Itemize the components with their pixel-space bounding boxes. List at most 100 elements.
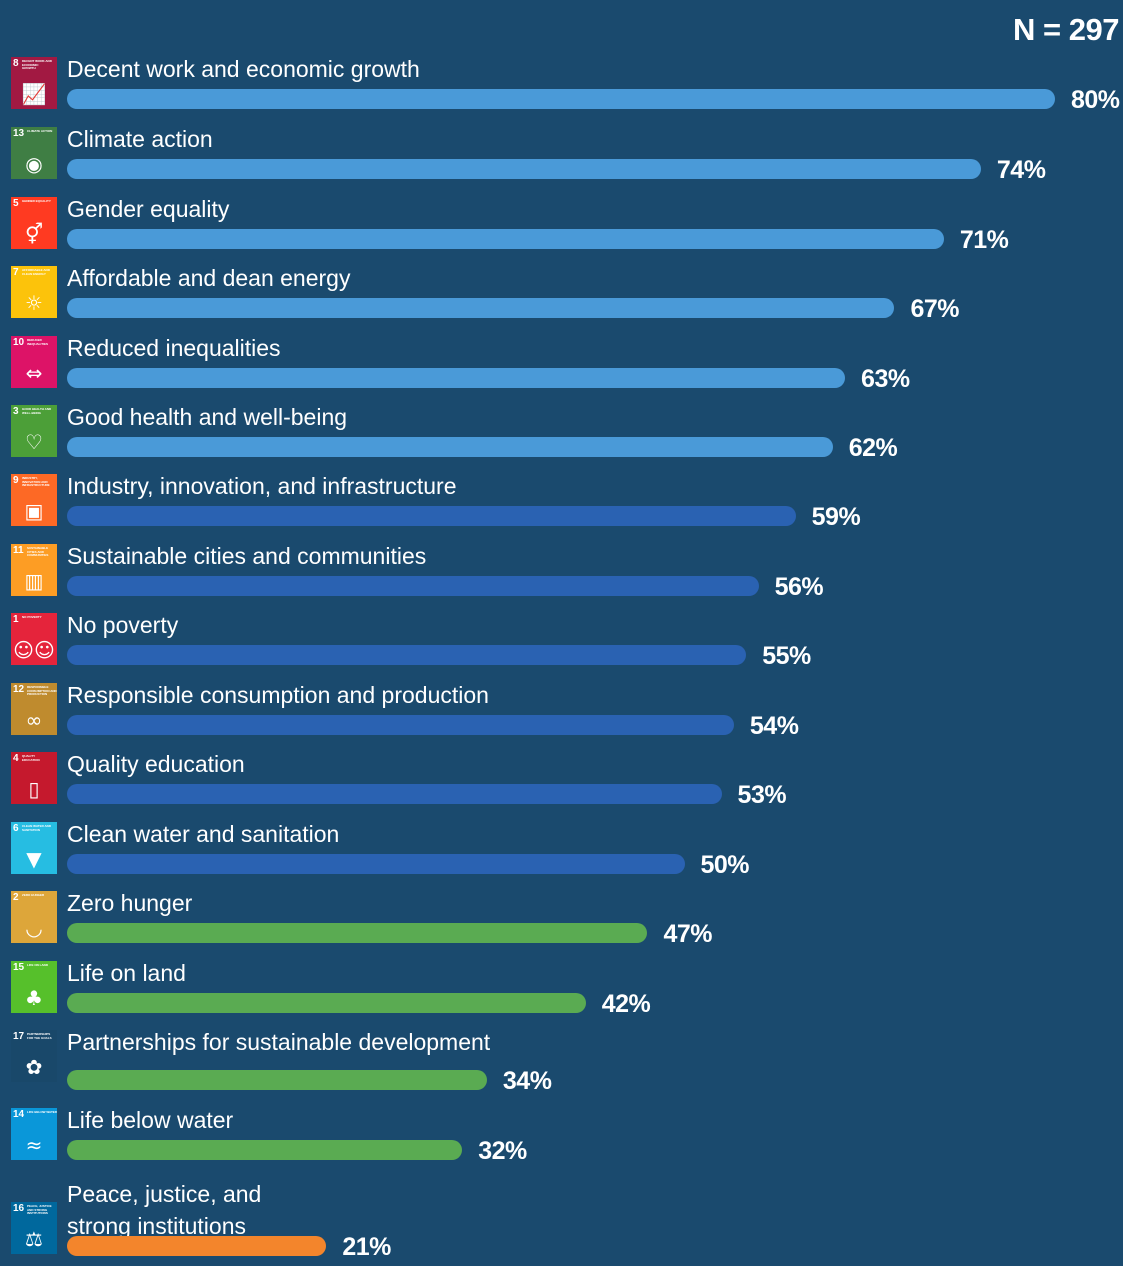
category-label: Climate action: [67, 126, 213, 152]
rings-icon-glyph: ✿: [25, 1055, 43, 1079]
book-pencil-icon: 4 QUALITY EDUCATION ▯: [11, 752, 57, 804]
category-label: Responsible consumption and production: [67, 682, 489, 708]
value-label: 42%: [601, 990, 651, 1018]
bar: [67, 298, 895, 318]
sdg-number: 15: [13, 962, 25, 973]
bar: [67, 229, 944, 249]
value-label: 56%: [774, 573, 824, 601]
cubes-icon-glyph: ▣: [24, 499, 44, 523]
value-label: 47%: [663, 920, 712, 948]
buildings-icon: 11 SUSTAINABLE CITIES AND COMMUNITIES ▥: [11, 544, 57, 596]
value-label: 53%: [737, 781, 787, 809]
sample-size-label: N = 297: [1013, 12, 1119, 47]
sdg-goal-name: LIFE ON LAND: [27, 963, 48, 967]
sdg-number: 2: [13, 892, 19, 903]
water-glass-icon-glyph: ▼: [26, 847, 42, 871]
value-label: 71%: [959, 226, 1009, 254]
infinity-icon: 12 RESPONSIBLE CONSUMPTION AND PRODUCTION…: [11, 683, 57, 735]
value-label: 21%: [342, 1233, 391, 1261]
value-label: 32%: [478, 1137, 527, 1165]
sdg-number: 6: [13, 823, 19, 834]
bar: [67, 89, 1055, 109]
bar: [67, 368, 846, 388]
bar: [67, 993, 586, 1013]
infinity-icon-glyph: ∞: [25, 708, 43, 732]
category-label: Gender equality: [67, 196, 230, 222]
value-label: 74%: [996, 156, 1046, 184]
sdg-goal-name: AFFORDABLE AND CLEAN ENERGY: [22, 268, 50, 276]
bar: [67, 437, 833, 457]
value-label: 34%: [502, 1067, 552, 1095]
sdg-goal-name: LIFE BELOW WATER: [27, 1110, 57, 1114]
value-label: 67%: [910, 295, 959, 323]
bar: [67, 1236, 327, 1256]
category-label: Sustainable cities and communities: [67, 543, 427, 569]
sdg-number: 12: [13, 684, 25, 695]
sdg-goal-name: CLEAN WATER AND SANITATION: [22, 824, 51, 832]
sdg-number: 8: [13, 58, 19, 69]
sdg-goal-name: REDUCED INEQUALITIES: [27, 338, 49, 346]
sdg-number: 11: [13, 545, 24, 556]
sdg-number: 4: [13, 753, 19, 764]
value-label: 62%: [848, 434, 898, 462]
fish-waves-icon: 14 LIFE BELOW WATER ≈: [11, 1108, 57, 1160]
value-label: 80%: [1071, 86, 1120, 114]
bar: [67, 1140, 463, 1160]
eye-globe-icon-glyph: ◉: [25, 152, 43, 176]
sdg-number: 13: [13, 128, 25, 139]
value-label: 63%: [861, 365, 910, 393]
bar: [67, 923, 648, 943]
value-label: 55%: [762, 642, 811, 670]
cubes-icon: 9 INDUSTRY, INNOVATION AND INFRASTRUCTURE…: [11, 474, 57, 526]
gender-icon: 5 GENDER EQUALITY ⚥: [11, 197, 57, 249]
water-glass-icon: 6 CLEAN WATER AND SANITATION ▼: [11, 822, 57, 874]
bowl-icon: 2 ZERO HUNGER ◡: [11, 891, 57, 943]
bar: [67, 1070, 487, 1090]
bar: [67, 506, 796, 526]
equality-arrows-icon: 10 REDUCED INEQUALITIES ⇔: [11, 336, 57, 388]
value-label: 59%: [811, 503, 861, 531]
category-label: Industry, innovation, and infrastructure: [67, 473, 457, 499]
bar: [67, 576, 759, 596]
category-label: Good health and well-being: [67, 404, 348, 430]
value-label: 50%: [700, 851, 750, 879]
sdg-goal-name: NO POVERTY: [22, 615, 42, 619]
sdg-number: 7: [13, 267, 19, 278]
sun-power-icon-glyph: ☼: [25, 291, 43, 315]
sdg-goal-name: CLIMATE ACTION: [27, 129, 53, 133]
sdg-goal-name: GENDER EQUALITY: [22, 199, 51, 203]
sdg-number: 1: [13, 614, 19, 625]
sdg-goal-name: SUSTAINABLE CITIES AND COMMUNITIES: [27, 546, 49, 557]
category-label: Reduced inequalities: [67, 335, 281, 361]
bar: [67, 159, 981, 179]
category-label: Zero hunger: [67, 890, 193, 916]
category-label: Life on land: [67, 960, 186, 986]
rings-icon: 17 PARTNERSHIPS FOR THE GOALS ✿: [11, 1030, 57, 1082]
buildings-icon-glyph: ▥: [24, 569, 44, 593]
sdg-number: 3: [13, 406, 19, 417]
category-label: No poverty: [67, 612, 179, 638]
tree-bird-icon-glyph: ♣: [25, 986, 43, 1010]
sdg-goal-name: ZERO HUNGER: [22, 893, 45, 897]
sdg-goal-name: INDUSTRY, INNOVATION AND INFRASTRUCTURE: [22, 476, 50, 487]
equality-arrows-icon-glyph: ⇔: [25, 361, 43, 385]
sdg-goal-name: PARTNERSHIPS FOR THE GOALS: [27, 1032, 52, 1040]
category-label: Quality education: [67, 751, 245, 777]
heartbeat-icon: 3 GOOD HEALTH AND WELL-BEING ♡: [11, 405, 57, 457]
sdg-number: 10: [13, 337, 25, 348]
gender-icon-glyph: ⚥: [24, 222, 44, 246]
book-pencil-icon-glyph: ▯: [28, 777, 40, 801]
bar: [67, 715, 734, 735]
category-label: Peace, justice, and strong institutions: [67, 1181, 262, 1239]
dove-gavel-icon-glyph: ⚖: [25, 1227, 43, 1251]
growth-chart-icon-glyph: 📈: [21, 82, 47, 106]
bar: [67, 645, 747, 665]
value-label: 54%: [749, 712, 799, 740]
sdg-goal-name: DECENT WORK AND ECONOMIC GROWTH: [22, 59, 52, 70]
sdg-number: 9: [13, 475, 19, 486]
growth-chart-icon: 8 DECENT WORK AND ECONOMIC GROWTH 📈: [11, 57, 57, 109]
sdg-number: 16: [13, 1203, 25, 1214]
fish-waves-icon-glyph: ≈: [25, 1133, 43, 1157]
sun-power-icon: 7 AFFORDABLE AND CLEAN ENERGY ☼: [11, 266, 57, 318]
